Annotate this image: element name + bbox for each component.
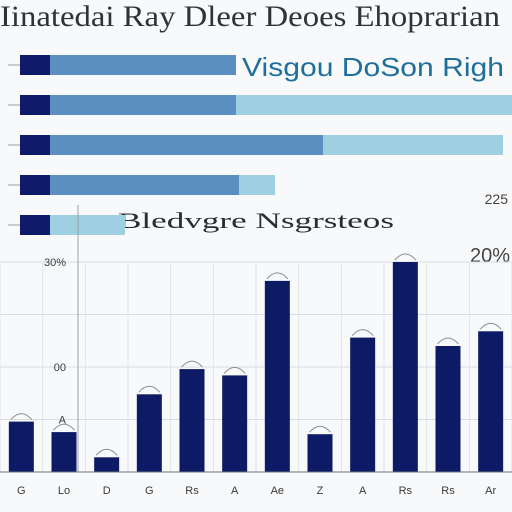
vbar-x-tick-label: A	[231, 485, 239, 497]
vbar-error-cap	[437, 337, 459, 345]
vertical-bar-chart: 30% 00 A G Lo D G Rs A Ae Z A Rs Rs Ar	[0, 205, 512, 497]
vbar-y-tick-label: 00	[54, 362, 66, 374]
hbar-segment-mid	[50, 135, 323, 155]
vbar-bar	[264, 280, 290, 472]
hbar-segment-mid	[50, 175, 239, 195]
vbar-error-cap	[53, 423, 75, 431]
vbar-bar	[392, 262, 418, 472]
vbar-error-cap	[95, 448, 118, 456]
vbar-error-cap	[309, 425, 331, 433]
vbar-bar	[136, 394, 162, 472]
vbar-y-tick-label: 30%	[44, 257, 66, 269]
hbar-segment-dark	[20, 215, 50, 235]
vbar-error-cap	[266, 272, 289, 280]
vbar-x-tick-label: Ae	[271, 485, 284, 497]
vbar-bar	[350, 337, 376, 472]
vbar-x-tick-label: Z	[317, 485, 324, 497]
vbar-bar	[51, 432, 77, 472]
vbar-x-tick-label: G	[17, 485, 26, 497]
chart-subtitle: Visgou DoSon Righ	[242, 52, 504, 82]
vbar-error-cap	[10, 413, 33, 420]
side-label-top: 225	[485, 191, 509, 207]
vbar-bar	[307, 434, 333, 472]
horizontal-bar-chart	[8, 55, 512, 235]
vbar-x-tick-label: Rs	[185, 485, 199, 497]
hbar-segment-dark	[20, 175, 50, 195]
vbar-error-cap	[351, 329, 374, 336]
vbar-x-tick-label: D	[103, 485, 111, 497]
vbar-error-cap	[138, 385, 161, 393]
vbar-error-cap	[479, 322, 502, 330]
vbar-x-tick-label: Rs	[399, 485, 413, 497]
hbar-segment-light	[323, 135, 503, 155]
hbar-segment-dark	[20, 135, 50, 155]
vbar-bar	[435, 346, 461, 472]
chart-title: Iinatedai Ray Dleer Deoes Ehoprarian	[0, 0, 500, 33]
vbar-x-tick-label: Lo	[58, 485, 70, 497]
vbar-bar	[179, 369, 205, 472]
vbar-bar	[94, 457, 120, 472]
vbar-x-tick-label: A	[359, 485, 367, 497]
vbar-bar	[222, 375, 248, 472]
hbar-segment-light	[50, 215, 125, 235]
vbar-error-cap	[181, 360, 203, 368]
hbar-segment-mid	[50, 55, 236, 75]
vbar-bar	[8, 421, 34, 472]
vbar-x-tick-label: G	[145, 485, 154, 497]
side-label-bottom: 20%	[470, 245, 510, 267]
vbar-x-tick-label: Rs	[441, 485, 455, 497]
vbar-y-tick-label: A	[59, 415, 67, 427]
vbar-error-cap	[223, 366, 246, 374]
chart-mid-title: Bledvgre Nsgrsteos	[118, 208, 394, 233]
vbar-x-tick-label: Ar	[485, 485, 496, 497]
hbar-segment-dark	[20, 95, 50, 115]
hbar-segment-mid	[50, 95, 236, 115]
vbar-bar	[478, 331, 504, 472]
hbar-segment-light	[236, 95, 512, 115]
vbar-error-cap	[394, 253, 417, 261]
hbar-segment-light	[239, 175, 275, 195]
hbar-segment-dark	[20, 55, 50, 75]
